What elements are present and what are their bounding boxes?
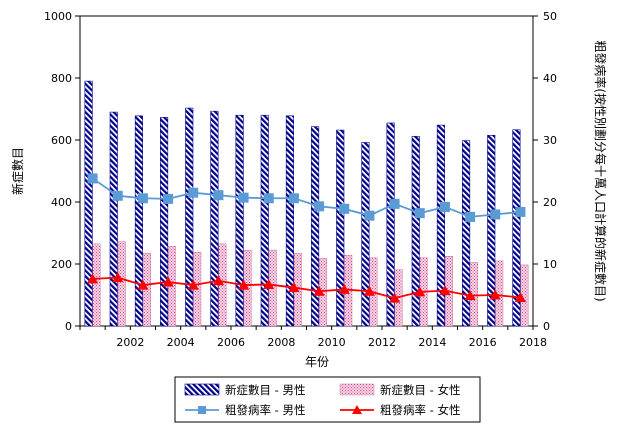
legend-marker-male-rate [198, 406, 206, 414]
rate-male-point [314, 201, 325, 212]
x-tick-label: 2006 [217, 336, 245, 349]
rate-female-point [464, 290, 476, 301]
bar-male [109, 111, 118, 327]
plot-frame [79, 15, 534, 327]
rate-male-point [414, 208, 425, 219]
lines [87, 173, 526, 303]
rate-female-point [238, 279, 250, 290]
rate-female-point [288, 282, 300, 293]
rate-male-point [288, 193, 299, 204]
bar-male [210, 110, 219, 327]
y-left-tick-label: 400 [51, 196, 72, 209]
legend-label: 新症數目 - 男性 [225, 383, 305, 397]
rate-male-point [112, 190, 123, 201]
rate-female-point [137, 279, 149, 290]
axes: 0 200 400 600 800 1000 0 10 20 30 40 50 2002 2004 2006… [44, 10, 557, 349]
x-tick-label: 2016 [469, 336, 497, 349]
rate-female-point [489, 289, 501, 300]
x-tick-label: 2010 [318, 336, 346, 349]
x-tick-label: 2008 [267, 336, 295, 349]
rate-male-point [263, 193, 274, 204]
rate-female-point [263, 278, 275, 289]
rate-female-point [162, 276, 174, 287]
rate-male-point [188, 187, 199, 198]
plot-area [79, 15, 534, 327]
bar-male [84, 80, 93, 327]
bar-male [462, 140, 471, 327]
bar-male [285, 115, 294, 327]
rate-male-point [515, 206, 526, 217]
bar-female [117, 241, 126, 327]
rate-female-point [363, 285, 375, 296]
y-right-tick-label: 30 [543, 134, 557, 147]
rate-male-point [238, 192, 249, 203]
bar-male [185, 107, 194, 327]
x-tick-label: 2018 [519, 336, 547, 349]
rate-female-point [212, 275, 224, 286]
legend-label: 新症數目 - 女性 [380, 383, 460, 397]
bar-male [512, 129, 521, 327]
bar-male [361, 142, 370, 327]
rate-male-point [87, 173, 98, 184]
rate-female-point [439, 285, 451, 296]
y-right-tick-label: 20 [543, 196, 557, 209]
bar-male [386, 122, 395, 327]
rate-female-point [112, 272, 124, 283]
bar-male [436, 124, 445, 327]
bar-male [336, 129, 345, 327]
rate-female-point [313, 285, 325, 296]
bar-male [411, 135, 420, 327]
bar-male [235, 114, 244, 327]
bar-male [160, 117, 169, 327]
legend-box [174, 376, 481, 423]
x-tick-label: 2014 [418, 336, 446, 349]
rate-male-point [389, 198, 400, 209]
rate-male-point [465, 211, 476, 222]
rate-female-point [389, 292, 401, 303]
rate-male-point [339, 203, 350, 214]
y-left-tick-label: 0 [65, 320, 72, 333]
y-right-tick-label: 40 [543, 72, 557, 85]
x-tick-label: 2012 [368, 336, 396, 349]
rate-female-point [187, 279, 199, 290]
rate-male-point [137, 193, 148, 204]
legend-label: 粗發病率 - 女性 [380, 403, 460, 417]
bar-male [311, 126, 320, 327]
rate-male-point [163, 193, 174, 204]
y-axis-left-title: 新症數目 [10, 147, 25, 195]
legend-label: 粗發病率 - 男性 [225, 403, 305, 417]
x-tick-label: 2004 [167, 336, 195, 349]
rate-female-point [514, 291, 526, 302]
rate-female-point [414, 286, 426, 297]
rate-female-line [92, 276, 521, 300]
y-axis-right-title: 粗發病率(按性別劃分每十萬人口計算的新症數目) [593, 40, 608, 301]
legend-marker-female-rate [352, 405, 362, 414]
rate-male-point [490, 209, 501, 220]
bar-female [92, 243, 101, 327]
y-right-tick-label: 50 [543, 10, 557, 23]
x-tick-label: 2002 [116, 336, 144, 349]
y-right-tick-label: 0 [543, 320, 550, 333]
y-left-tick-label: 800 [51, 72, 72, 85]
y-left-tick-label: 600 [51, 134, 72, 147]
y-left-tick-label: 200 [51, 258, 72, 271]
legend-swatch-male-count [184, 383, 220, 396]
rate-female-point [338, 283, 350, 294]
rate-male-point [364, 210, 375, 221]
rate-male-point [439, 201, 450, 212]
bar-male [260, 114, 269, 327]
rate-male-point [213, 190, 224, 201]
y-right-tick-label: 10 [543, 258, 557, 271]
bar-male [134, 115, 143, 327]
y-left-tick-label: 1000 [44, 10, 72, 23]
x-axis-title: 年份 [305, 355, 329, 369]
legend-swatch-female-count [339, 383, 375, 396]
rate-female-point [87, 273, 99, 284]
bar-male [487, 135, 496, 327]
